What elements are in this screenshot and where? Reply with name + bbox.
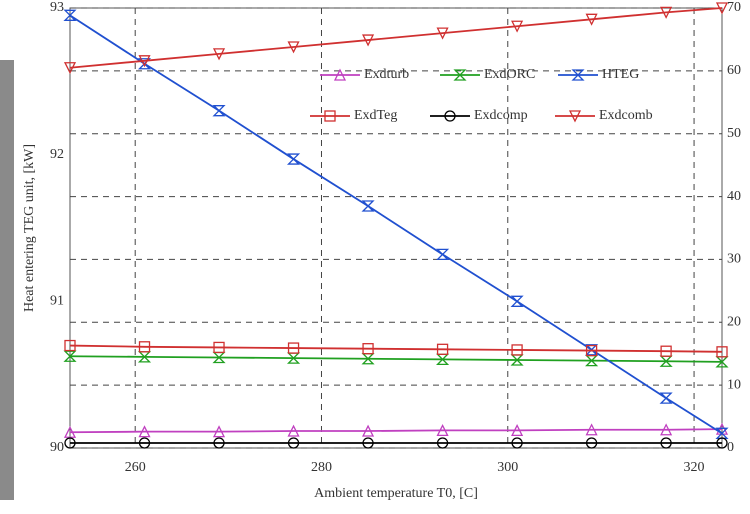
- marker: [659, 392, 673, 404]
- marker: [63, 9, 77, 21]
- marker: [571, 69, 585, 81]
- marker: [660, 345, 672, 357]
- marker: [362, 343, 374, 355]
- series-line: [69, 344, 723, 353]
- marker: [138, 425, 151, 438]
- marker: [660, 437, 672, 449]
- marker: [436, 343, 449, 355]
- legend-label: Exdcomp: [474, 108, 528, 123]
- y2-tick-label: 50: [727, 126, 741, 141]
- plot-area: [69, 7, 723, 449]
- marker: [137, 58, 152, 70]
- marker: [436, 248, 450, 261]
- marker: [213, 437, 225, 449]
- marker: [287, 41, 300, 54]
- y2-tick-label: 10: [727, 377, 741, 392]
- marker: [63, 350, 77, 362]
- marker: [138, 437, 151, 449]
- y-tick-label: 90: [50, 440, 64, 455]
- marker: [213, 341, 225, 354]
- legend-label: Exdcomb: [599, 108, 653, 123]
- legend-item: Exdcomb: [555, 108, 653, 123]
- legend-item: ExdORC: [440, 67, 535, 82]
- x-axis-label: Ambient temperature T0, [C]: [314, 486, 478, 501]
- marker: [287, 342, 300, 354]
- legend-label: Exdturb: [364, 67, 409, 82]
- marker: [436, 437, 449, 449]
- marker: [138, 341, 151, 353]
- marker: [138, 55, 151, 68]
- marker: [444, 110, 456, 122]
- marker: [333, 68, 347, 81]
- legend-item: Exdcomp: [430, 108, 528, 123]
- marker: [64, 339, 76, 352]
- marker: [716, 346, 728, 358]
- marker: [660, 423, 673, 436]
- marker: [286, 153, 301, 165]
- legend-label: ExdTeg: [354, 108, 397, 123]
- y2-tick-label: 0: [727, 440, 734, 455]
- marker: [585, 437, 598, 449]
- marker: [64, 437, 76, 449]
- y2-tick-label: 70: [727, 0, 741, 15]
- y2-tick-label: 60: [727, 63, 741, 78]
- series-line: [69, 428, 723, 434]
- legend-label: ExdORC: [484, 67, 535, 82]
- series-line: [69, 14, 723, 435]
- x-tick-label: 320: [684, 460, 705, 475]
- marker: [568, 110, 582, 123]
- series-line: [69, 7, 723, 69]
- marker: [63, 62, 77, 75]
- legend-label: HTEG: [602, 67, 639, 82]
- marker: [63, 425, 77, 438]
- legend-item: Exdturb: [320, 67, 409, 82]
- marker: [716, 437, 728, 449]
- marker: [715, 2, 729, 15]
- marker: [362, 424, 375, 437]
- marker: [511, 344, 523, 356]
- marker: [436, 423, 449, 437]
- marker: [287, 437, 300, 449]
- legend-item: ExdTeg: [310, 108, 397, 123]
- marker: [715, 427, 729, 439]
- x-tick-label: 260: [125, 460, 146, 475]
- marker: [212, 48, 226, 61]
- marker: [324, 110, 336, 122]
- y2-tick-label: 30: [727, 252, 741, 267]
- y-tick-label: 93: [50, 0, 64, 15]
- marker: [511, 437, 523, 449]
- x-tick-label: 280: [311, 460, 332, 475]
- x-tick-label: 300: [497, 460, 518, 475]
- marker: [436, 27, 449, 40]
- y-tick-label: 92: [50, 147, 64, 162]
- y-axis-label: Heat entering TEG unit, [kW]: [22, 144, 37, 312]
- legend-item: HTEG: [558, 67, 639, 82]
- marker: [585, 344, 598, 357]
- y-tick-label: 91: [50, 294, 64, 309]
- marker: [361, 200, 375, 212]
- marker: [362, 34, 375, 47]
- side-photo: [0, 60, 14, 500]
- marker: [511, 20, 524, 33]
- marker: [511, 423, 524, 437]
- y2-tick-label: 40: [727, 189, 741, 204]
- y2-tick-label: 20: [727, 315, 741, 330]
- marker: [585, 13, 598, 26]
- marker: [453, 69, 467, 81]
- marker: [212, 105, 226, 117]
- marker: [212, 425, 226, 438]
- marker: [510, 295, 524, 307]
- series-line: [69, 355, 723, 363]
- marker: [287, 424, 300, 437]
- marker: [585, 423, 598, 436]
- marker: [362, 437, 374, 449]
- marker: [660, 6, 673, 19]
